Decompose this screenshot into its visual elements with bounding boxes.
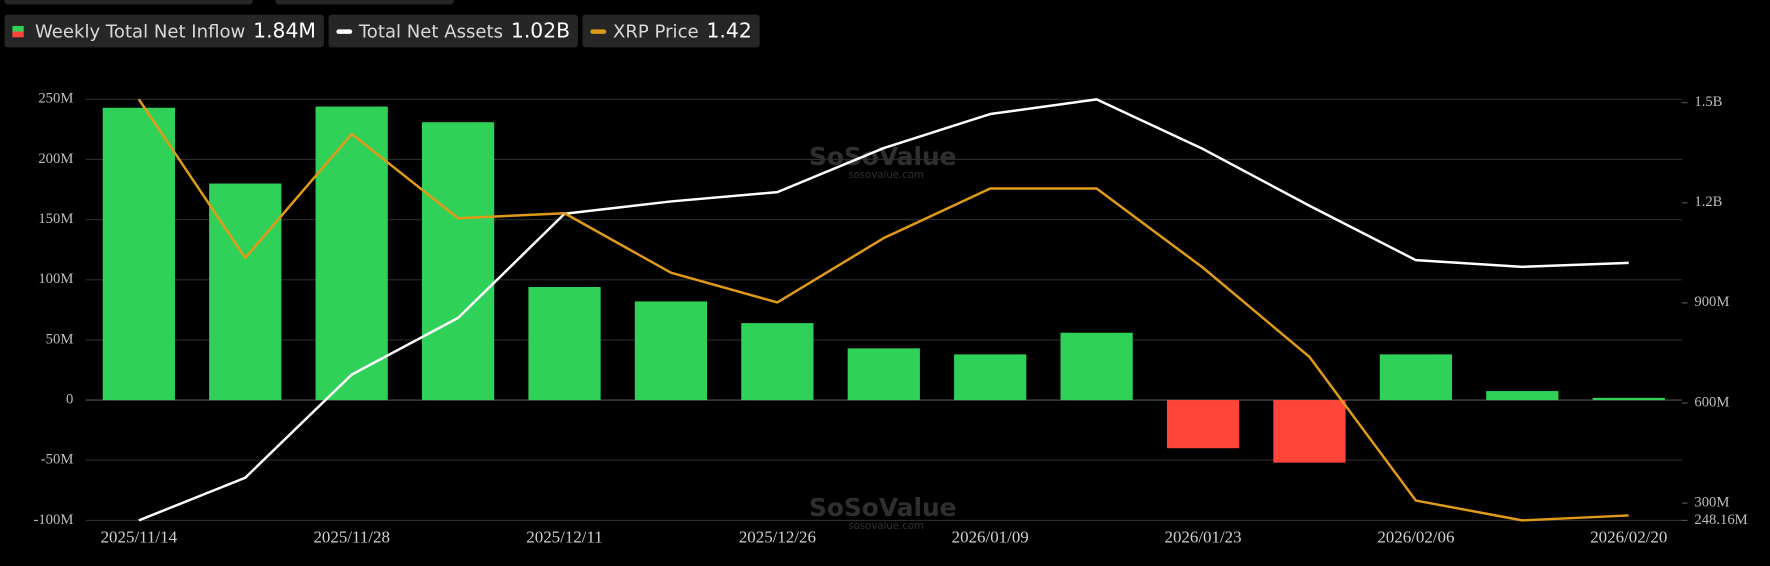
x-tick-label: 2026/02/20 [1590,527,1667,546]
bar [741,323,814,401]
legend-value: 1.02B [510,19,571,43]
watermark-url: sosovalue.com [848,170,924,181]
x-tick-label: 2025/12/26 [739,527,816,546]
bar [528,287,601,401]
legend-item[interactable]: Weekly Total Net Inflow 1.84M [4,14,324,48]
legend-item[interactable]: XRP Price 1.42 [582,14,760,48]
y2-tick-label: 1.5B [1694,94,1722,110]
legend-icon [12,25,24,37]
x-tick-label: 2025/11/28 [313,527,389,546]
y-tick-label: -100M [33,512,73,528]
bar [847,348,920,401]
bar [102,107,175,401]
y2-tick-label: 300M [1694,494,1729,510]
bar [315,106,388,401]
bar [1592,397,1665,401]
x-tick-label: 2025/12/11 [526,527,602,546]
y-tick-label: 150M [38,211,73,227]
line [138,98,1629,522]
legend-item[interactable]: Total Net Assets 1.02B [328,14,578,48]
line [137,98,1629,522]
legend-label: XRP Price [612,20,699,42]
y-tick-label: 200M [38,151,73,167]
watermark-url: sosovalue.com [848,521,924,532]
watermark: SoSoValue sosovalue.com SoSoValue sosova… [809,142,957,532]
bar [1060,332,1133,401]
bar [421,122,495,401]
y-tick-label: 250M [38,91,73,107]
watermark-text: SoSoValue [809,142,957,171]
bar [1379,354,1453,401]
y2-tick-label: 1.2B [1694,194,1722,210]
y2-tick-label: 600M [1694,394,1729,410]
y-tick-label: 50M [46,331,74,347]
y-tick-label: -50M [41,452,74,468]
tab [4,0,253,5]
bar [209,183,282,401]
x-tick-label: 2026/01/23 [1165,527,1242,546]
bar [1273,400,1346,463]
bar [634,301,708,401]
x-tick-label: 2026/01/09 [952,527,1029,546]
legend-label: Weekly Total Net Inflow [34,20,246,42]
bar [954,354,1027,401]
y2-tick-label: 900M [1694,294,1729,310]
x-tick-label: 2025/11/14 [101,527,178,546]
y-tick-label: 100M [38,271,73,287]
x-tick-label: 2026/02/06 [1377,527,1454,546]
y2-tick-label: 248.16M [1694,512,1747,528]
legend-value: 1.42 [706,19,752,43]
watermark-text: SoSoValue [809,493,957,522]
bar [1166,400,1240,449]
legend-icon [336,28,353,34]
legend-value: 1.84M [253,19,316,43]
y-tick-label: 0 [66,391,73,407]
bar [1486,391,1559,401]
legend-label: Total Net Assets [358,20,503,42]
tab [275,0,454,5]
legend-icon [590,28,607,34]
legend: Weekly Total Net Inflow 1.84M Total Net A… [4,14,760,48]
